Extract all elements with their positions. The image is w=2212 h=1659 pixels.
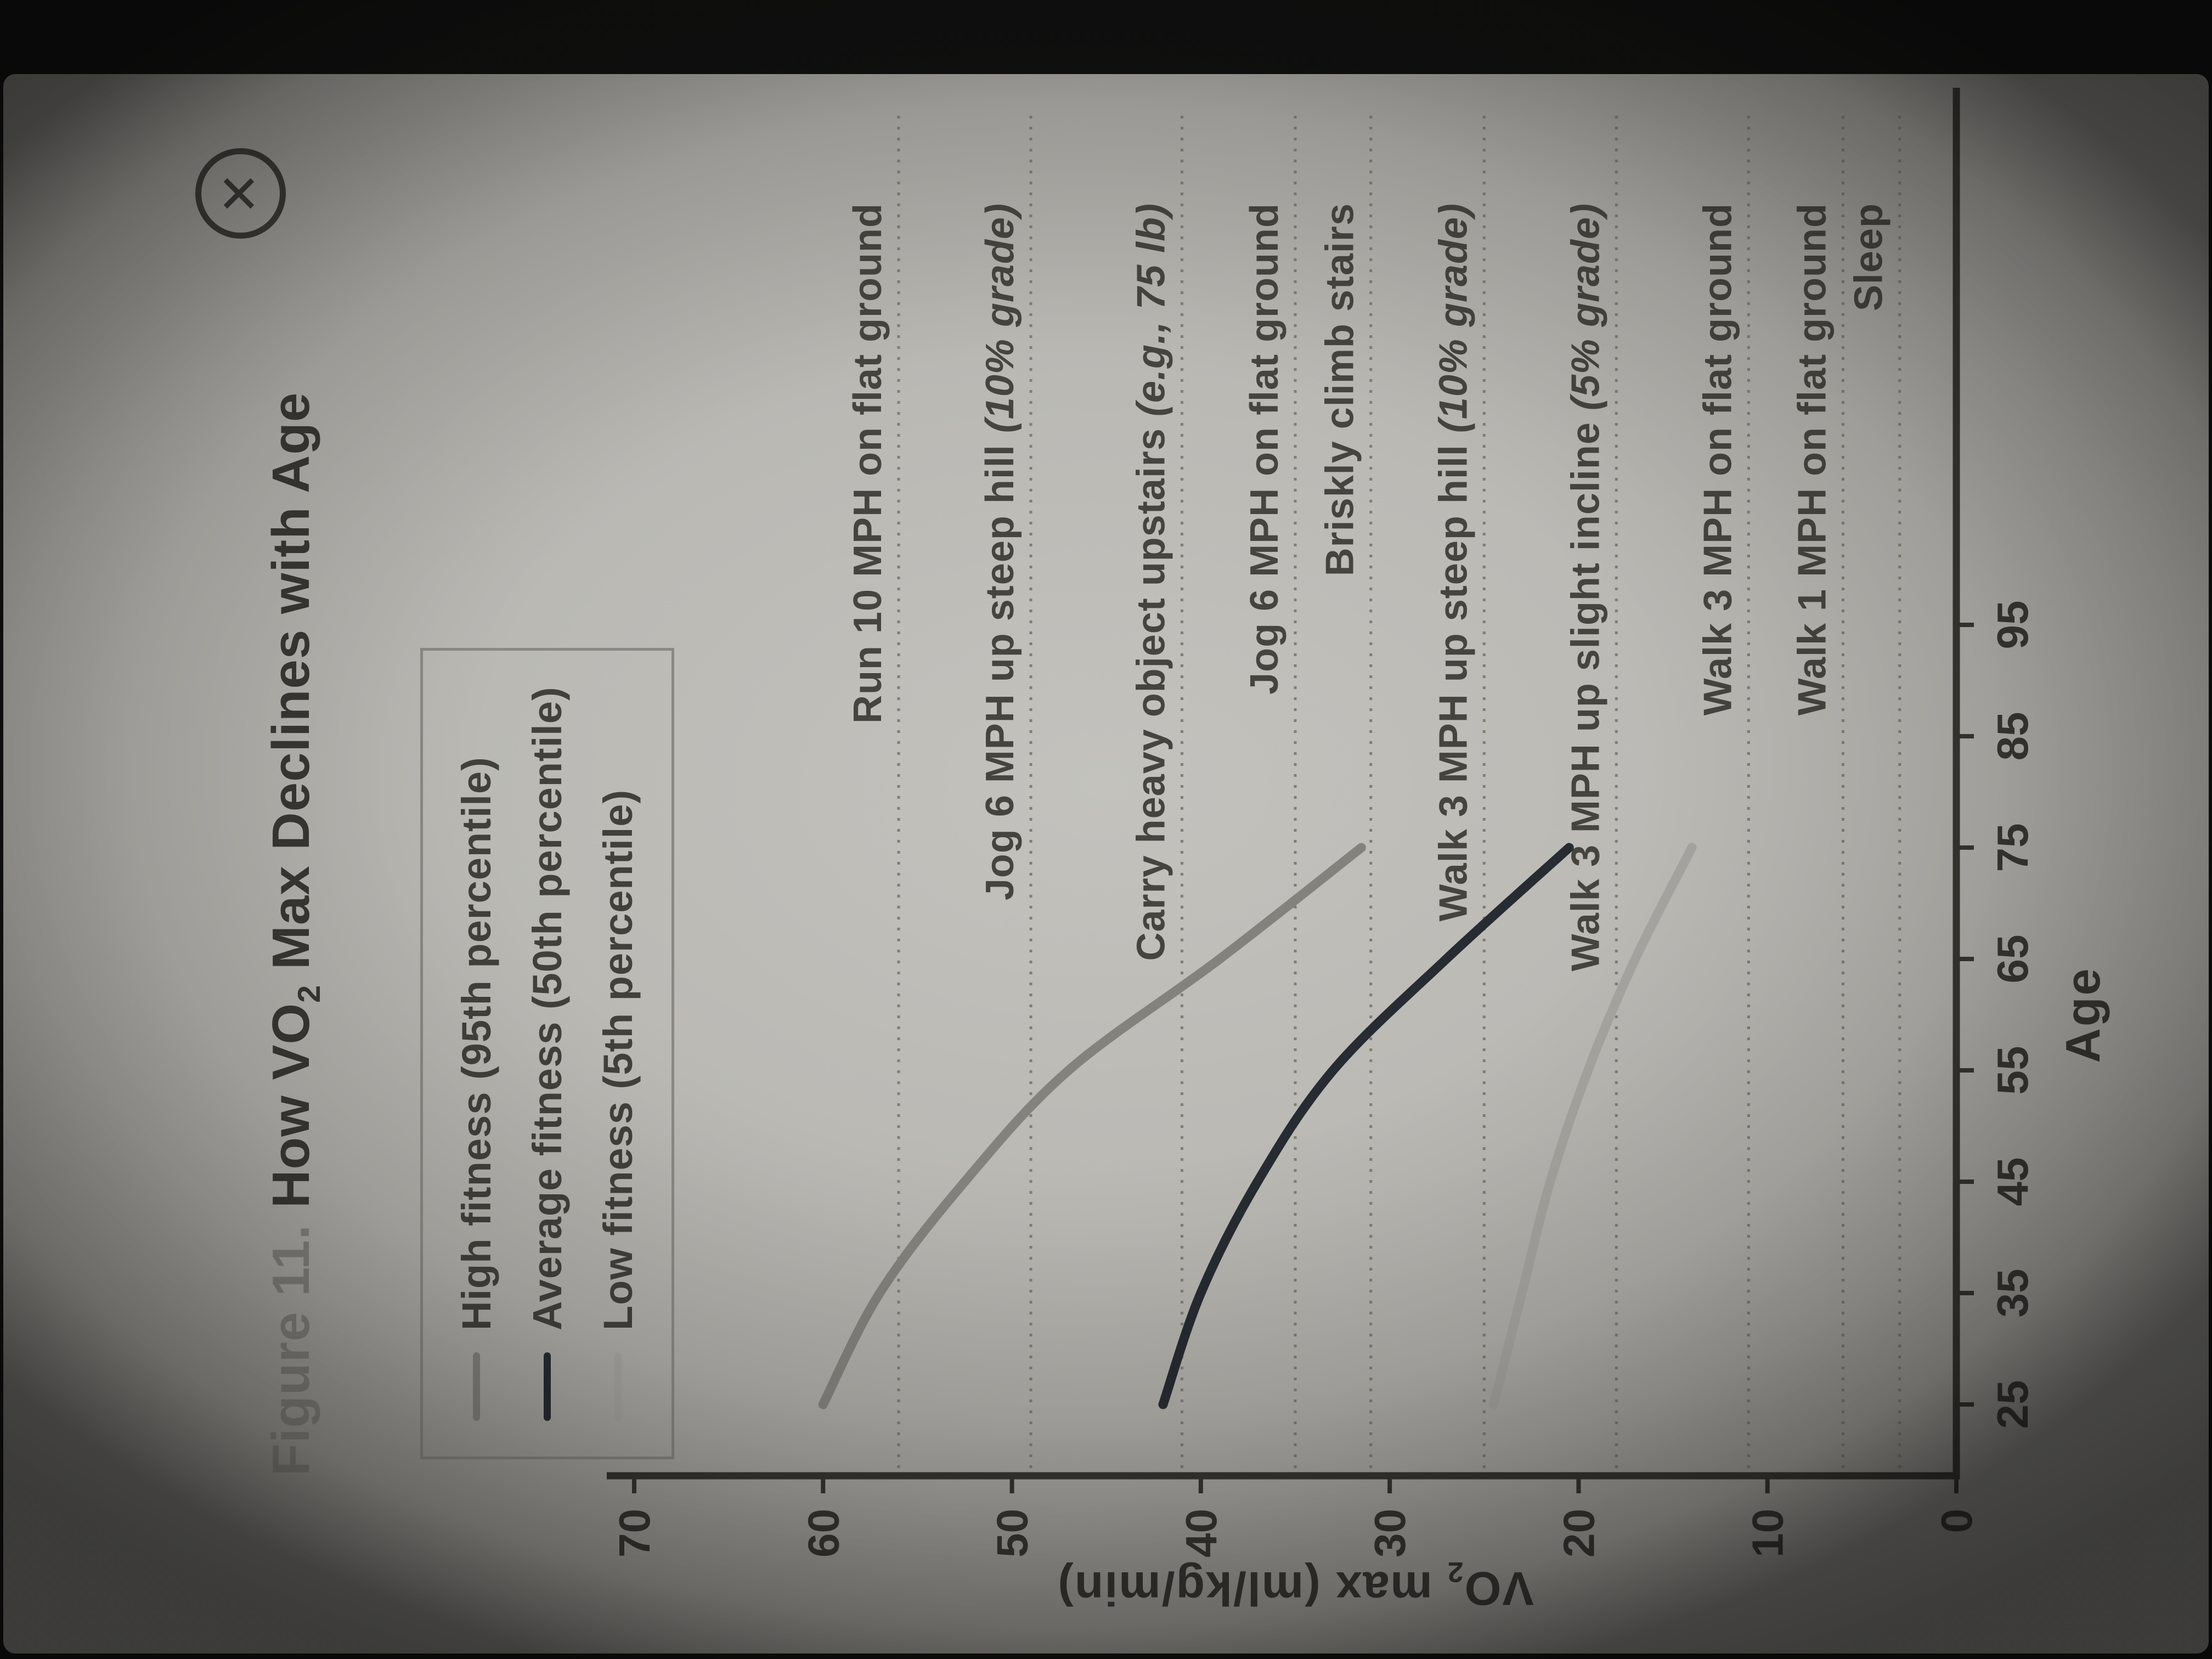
figure-title-text: How VO2 Max Declines with Age [262,392,328,1208]
legend-label: Low fitness (5th percentile) [595,789,641,1330]
legend-swatch-low-fitness [614,1352,622,1421]
reference-line-label-jog-6-mph-on-flat-ground: Jog 6 MPH on flat ground [1243,203,1286,695]
close-button[interactable]: ✕ [195,148,286,239]
y-tick-label: 60 [799,1509,848,1558]
y-axis-title: VO2 max (ml/kg/min) [1057,1556,1534,1615]
x-tick-label: 75 [1988,823,2037,872]
reference-line-label-walk-1-mph-on-flat-ground: Walk 1 MPH on flat ground [1790,203,1834,715]
x-tick-label: 35 [1988,1269,2037,1318]
y-tick-label: 50 [988,1509,1037,1558]
x-axis-title: Age [2056,967,2110,1063]
legend-swatch-average-fitness [544,1352,551,1421]
legend: High fitness (95th percentile) Average f… [420,648,674,1459]
reference-line-label-briskly-climb-stairs: Briskly climb stairs [1318,203,1362,576]
device-screen: 0 10 20 30 40 50 60 70 25 35 45 55 65 75 85 95 Run 10 MP… [3,74,2209,1654]
legend-label: High fitness (95th percentile) [454,757,499,1330]
reference-line-label-walk-3-mph-up-slight-incline: Walk 3 MPH up slight incline (5% grade) [1564,203,1607,972]
y-tick-label: 0 [1932,1509,1981,1533]
reference-line-label-walk-3-mph-up-steep-hill: Walk 3 MPH up steep hill (10% grade) [1431,203,1475,922]
legend-swatch-high-fitness [473,1352,480,1421]
legend-item-high-fitness: High fitness (95th percentile) [453,686,500,1421]
reference-line-label-carry-heavy-object-upstairs: Carry heavy object upstairs (e.g., 75 lb… [1129,203,1173,961]
reference-line-label-jog-6-mph-up-steep-hill: Jog 6 MPH up steep hill (10% grade) [978,203,1022,900]
y-tick-label: 20 [1554,1509,1603,1558]
x-tick-label: 85 [1988,712,2037,761]
vo2-chart: 0 10 20 30 40 50 60 70 25 35 45 55 65 75 85 95 Run 10 MP… [607,88,2037,1558]
vo2-max-figure: 0 10 20 30 40 50 60 70 25 35 45 55 65 75 85 95 Run 10 MP… [58,77,2154,1640]
x-tick-label: 45 [1988,1158,2037,1206]
y-tick-label: 70 [610,1509,659,1558]
close-icon: ✕ [210,171,270,216]
reference-line-label-walk-3-mph-on-flat-ground: Walk 3 MPH on flat ground [1696,203,1740,715]
reference-line-label-run-10-mph-on-flat-ground: Run 10 MPH on flat ground [846,203,890,724]
legend-item-average-fitness: Average fitness (50th percentile) [524,686,571,1421]
curve-high-fitness-95th-percentile [818,843,1366,1409]
x-tick-label: 65 [1988,935,2037,984]
y-tick-label: 40 [1177,1509,1226,1558]
x-tick-label: 55 [1988,1046,2037,1095]
figure-number: Figure 11. [262,1224,320,1476]
y-tick-label: 10 [1743,1509,1792,1558]
legend-item-low-fitness: Low fitness (5th percentile) [595,686,641,1421]
y-tick-label: 30 [1365,1509,1414,1558]
reference-line-label-sleep: Sleep [1847,203,1891,311]
figure-title: Figure 11. How VO2 Max Declines with Age [261,392,328,1476]
curve-average-fitness-50th-percentile [1158,843,1574,1409]
x-tick-label: 25 [1988,1380,2037,1429]
x-tick-label: 95 [1988,601,2037,650]
legend-label: Average fitness (50th percentile) [524,686,570,1330]
